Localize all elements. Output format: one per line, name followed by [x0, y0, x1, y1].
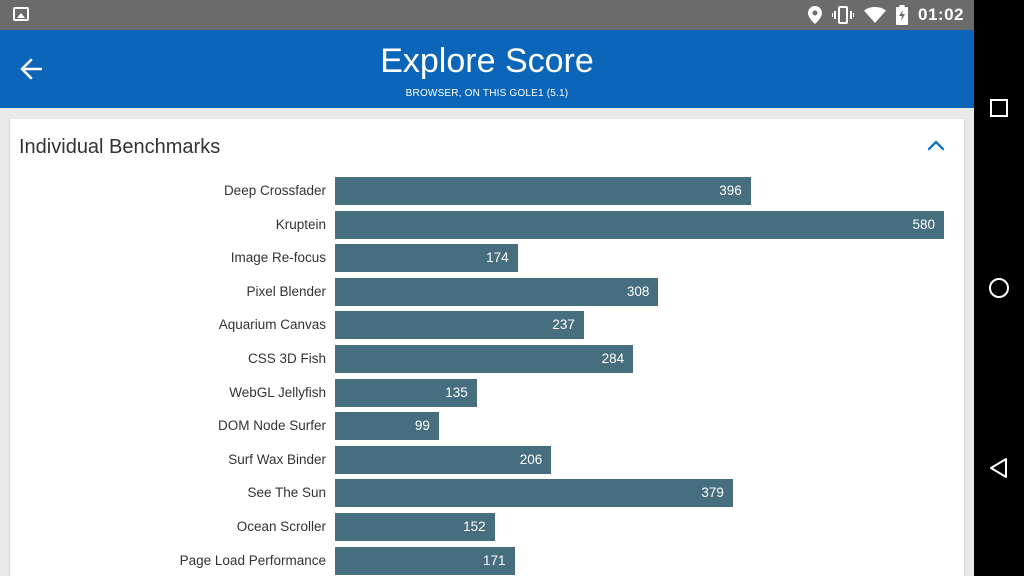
benchmark-label: Image Re-focus [230, 250, 326, 266]
benchmark-row: DOM Node Surfer 99 [10, 412, 964, 441]
benchmark-row: Kruptein 580 [10, 210, 964, 239]
benchmark-row: WebGL Jellyfish 135 [10, 378, 964, 407]
benchmark-bar: 171 [335, 546, 515, 575]
vibrate-icon [832, 6, 855, 24]
page-title: Explore Score [380, 42, 594, 80]
arrow-left-icon [20, 58, 42, 80]
benchmark-label: WebGL Jellyfish [229, 384, 326, 400]
home-button[interactable] [987, 276, 1011, 300]
benchmark-label: Pixel Blender [246, 283, 326, 299]
benchmark-bar: 152 [335, 513, 495, 541]
nav-back-button[interactable] [987, 456, 1011, 480]
home-circle-icon [989, 278, 1009, 298]
benchmark-label: CSS 3D Fish [247, 351, 326, 366]
benchmark-row: Aquarium Canvas 237 [10, 311, 964, 340]
benchmark-bar: 237 [335, 311, 584, 340]
benchmark-row: Pixel Blender 308 [10, 277, 964, 306]
wifi-icon [864, 7, 887, 23]
benchmark-value: 135 [445, 384, 468, 400]
benchmark-row: Surf Wax Binder 206 [10, 445, 964, 474]
status-icons: 01:02 [808, 0, 964, 30]
benchmark-value: 396 [719, 183, 742, 198]
collapse-button[interactable] [924, 133, 948, 157]
benchmark-label: Page Load Performance [179, 552, 326, 568]
benchmark-row: See The Sun 379 [10, 479, 964, 508]
benchmark-bar: 206 [335, 445, 552, 474]
clock: 01:02 [918, 5, 964, 24]
page-subtitle: BROWSER, ON THIS GOLE1 (5.1) [405, 88, 569, 99]
location-icon [808, 6, 823, 24]
benchmark-value: 99 [414, 418, 430, 434]
app-screen: 01:02 Explore Score BROWSER, ON THIS GOL… [0, 0, 974, 576]
benchmark-row: Deep Crossfader 396 [10, 177, 964, 205]
benchmark-row: Image Re-focus 174 [10, 244, 964, 273]
chevron-up-icon [927, 140, 945, 151]
benchmark-bar: 308 [335, 277, 659, 306]
benchmark-label: Surf Wax Binder [228, 451, 326, 467]
benchmark-bar: 174 [335, 244, 518, 273]
benchmark-row: Page Load Performance 171 [10, 546, 964, 575]
image-icon [13, 7, 29, 21]
benchmark-value: 379 [701, 485, 724, 501]
benchmark-value: 174 [486, 250, 509, 266]
back-triangle-icon [990, 458, 1007, 478]
recents-square-icon [990, 99, 1008, 117]
benchmark-bar: 580 [335, 210, 944, 239]
benchmark-value: 171 [483, 552, 506, 568]
status-bar: 01:02 [0, 0, 974, 30]
benchmark-bar: 99 [335, 412, 439, 441]
benchmark-label: Ocean Scroller [236, 519, 326, 534]
benchmark-label: Deep Crossfader [223, 183, 326, 198]
benchmark-value: 308 [626, 283, 650, 299]
benchmark-row: Ocean Scroller 152 [10, 513, 964, 541]
recents-button[interactable] [987, 96, 1011, 120]
benchmark-label: Kruptein [275, 216, 326, 232]
battery-charging-icon [896, 5, 909, 25]
benchmark-label: DOM Node Surfer [217, 418, 326, 434]
benchmark-label: Aquarium Canvas [218, 317, 326, 333]
benchmark-bar: 135 [335, 378, 477, 407]
back-button[interactable] [12, 50, 50, 88]
navigation-bar [974, 0, 1024, 576]
benchmark-bar: 379 [335, 479, 733, 508]
benchmark-row: CSS 3D Fish 284 [10, 345, 964, 373]
benchmark-value: 206 [519, 451, 543, 467]
benchmark-value: 152 [463, 519, 486, 534]
card-title: Individual Benchmarks [19, 136, 221, 158]
benchmarks-card: Individual Benchmarks Deep Crossfader 396… [10, 119, 964, 576]
benchmark-label: See The Sun [247, 485, 326, 501]
benchmark-value: 284 [601, 351, 625, 366]
benchmark-bar: 396 [335, 177, 751, 205]
app-bar: Explore Score BROWSER, ON THIS GOLE1 (5.… [0, 30, 974, 108]
benchmark-value: 580 [912, 216, 935, 232]
benchmark-bar: 284 [335, 345, 634, 373]
benchmark-value: 237 [552, 317, 575, 333]
